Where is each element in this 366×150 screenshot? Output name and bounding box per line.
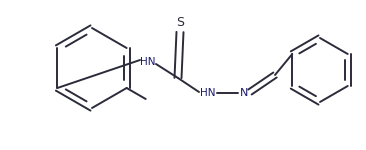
Text: N: N: [240, 88, 248, 98]
Text: HN: HN: [140, 57, 156, 67]
Text: S: S: [176, 16, 184, 30]
Text: HN: HN: [200, 88, 216, 98]
